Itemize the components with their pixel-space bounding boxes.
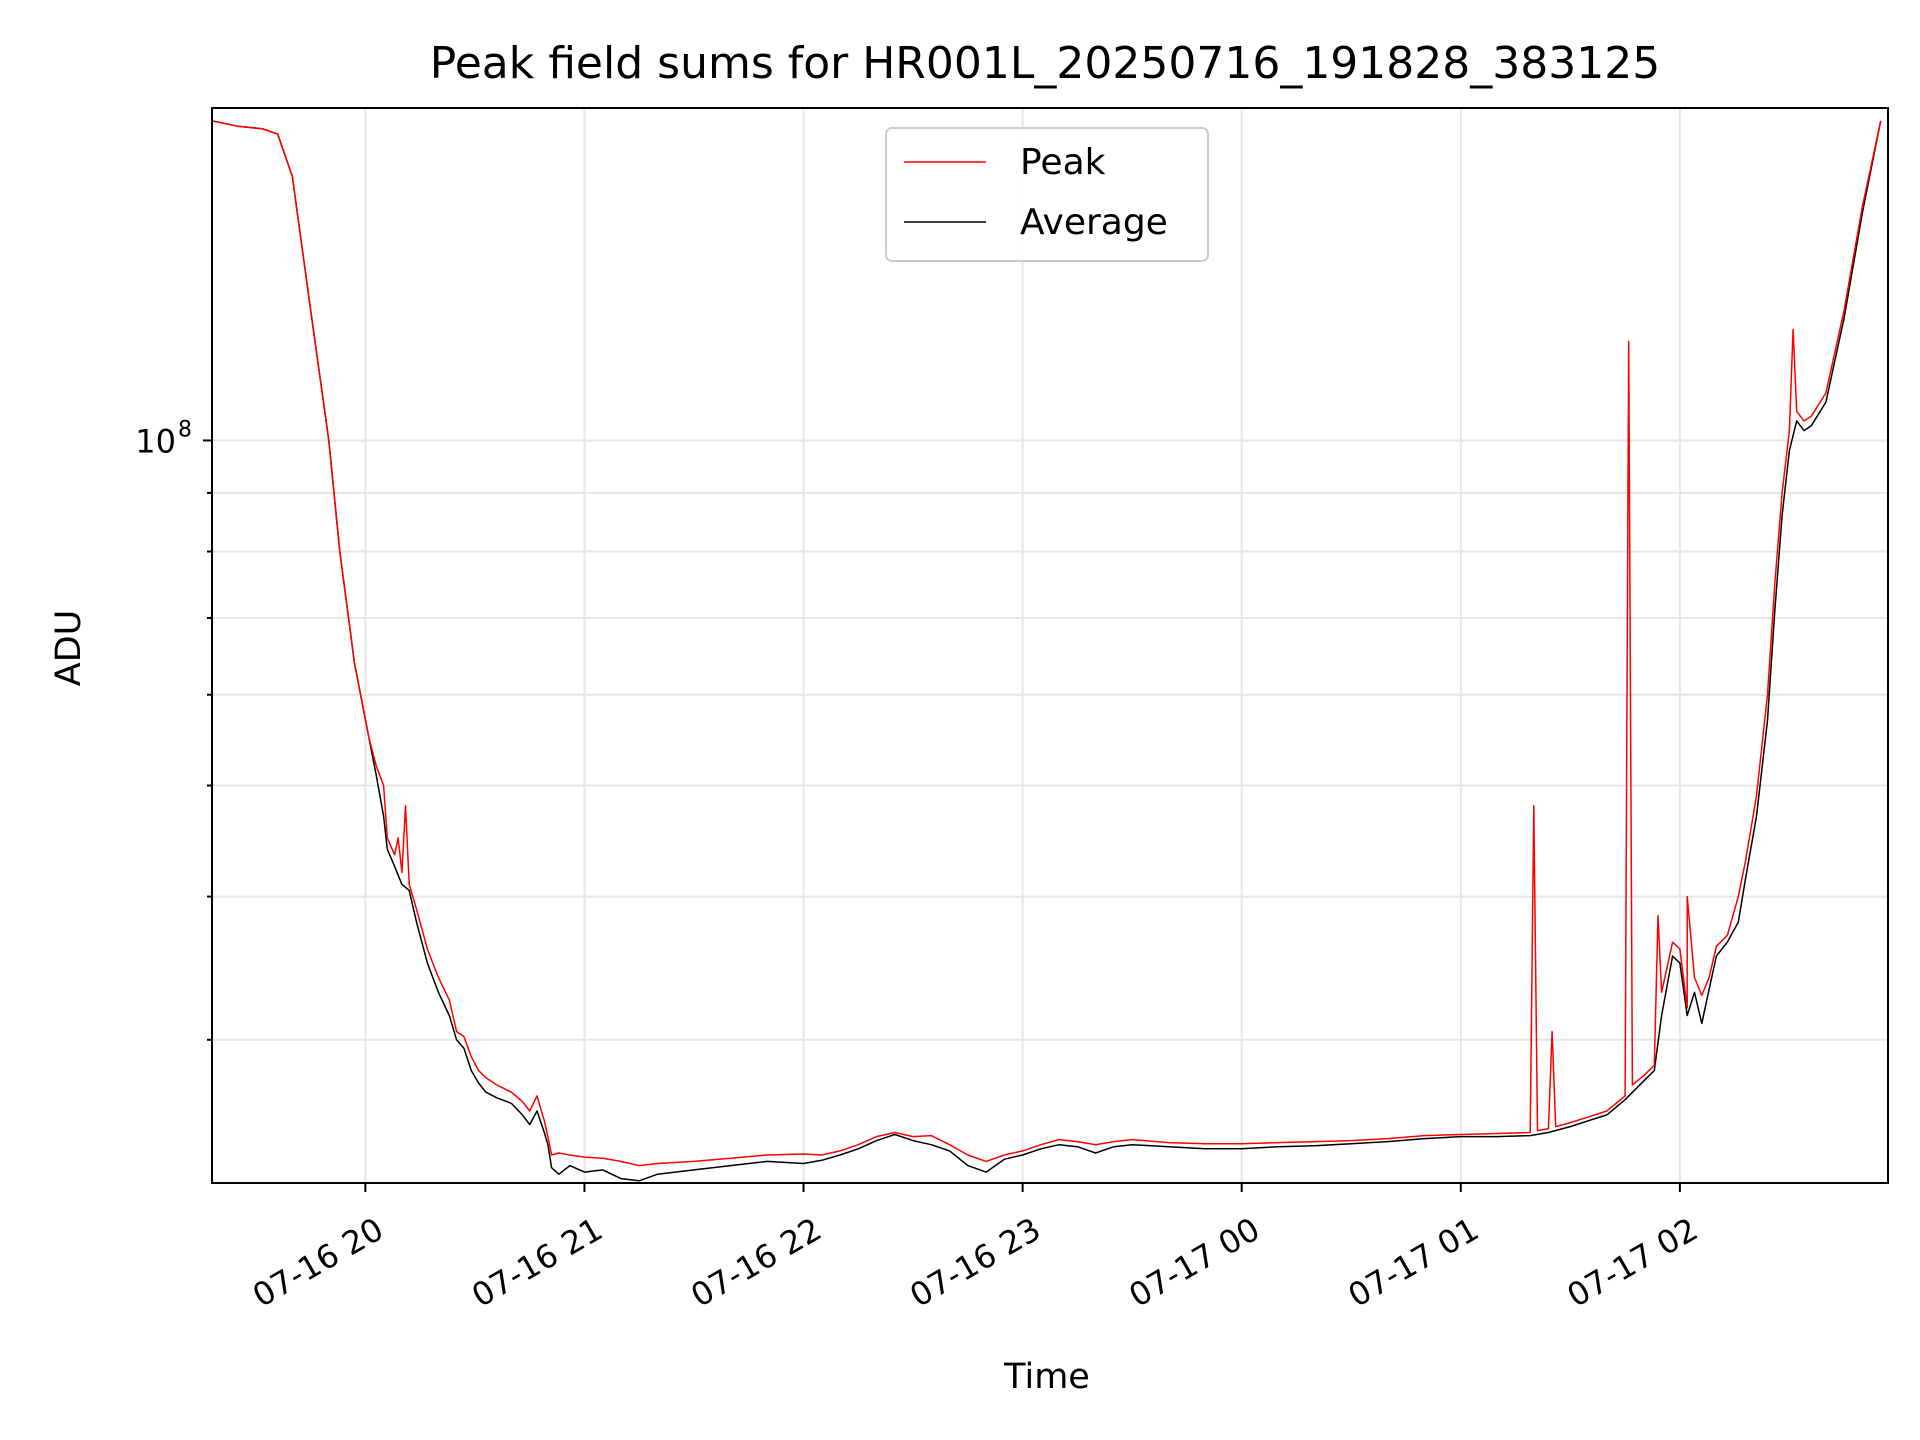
legend-label-average: Average — [1020, 202, 1168, 243]
series-line-average — [211, 120, 1882, 1182]
y-tick-label-exponent-0: 8 — [178, 417, 192, 442]
legend: Peak Average — [885, 127, 1209, 262]
legend-label-peak: Peak — [1020, 142, 1106, 183]
y-axis-label: ADU — [49, 610, 89, 687]
grid — [212, 108, 1888, 1183]
x-axis-label: Time — [1003, 1357, 1090, 1397]
plot-frame — [211, 107, 1889, 1184]
y-axis-ticks: 10 8 — [135, 417, 212, 1041]
y-tick-label-0: 10 — [135, 422, 176, 460]
chart-title: Peak field sums for HR001L_20250716_1918… — [430, 38, 1661, 89]
series-layer — [211, 120, 1882, 1182]
series-line-peak — [211, 120, 1882, 1167]
